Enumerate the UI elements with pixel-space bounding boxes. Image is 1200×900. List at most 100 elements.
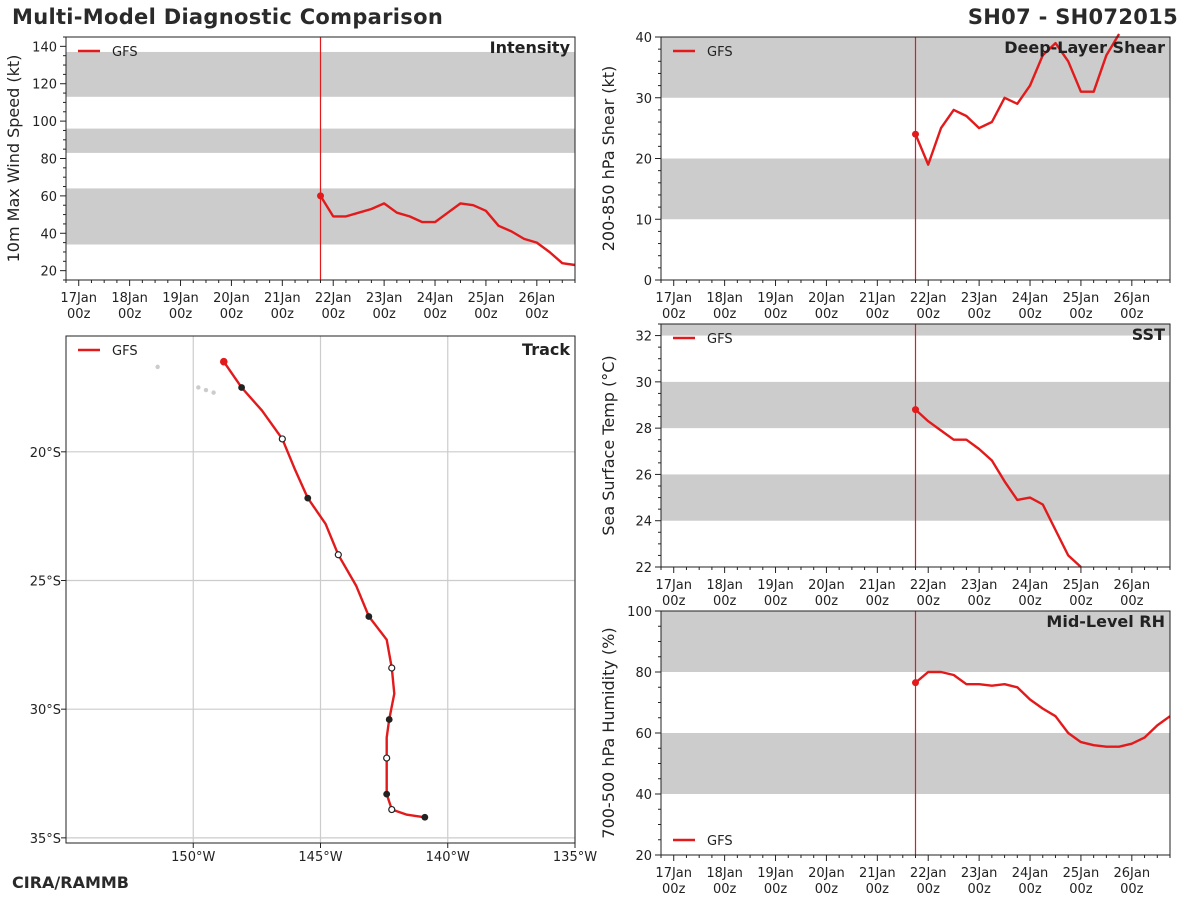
- sst-ytick-label: 22: [635, 561, 652, 576]
- rh-xtick-label: 00z: [662, 882, 686, 897]
- sst-xtick-label: 00z: [917, 594, 941, 609]
- rh-xtick-label: 26Jan: [1114, 866, 1151, 881]
- rh-title: Mid-Level RH: [1046, 612, 1165, 631]
- intensity-xtick-label: 20Jan: [213, 291, 250, 306]
- intensity-ytick-label: 80: [40, 153, 57, 168]
- rh-init-point: [912, 679, 919, 687]
- intensity-ytick-label: 20: [40, 265, 57, 280]
- shear-ytick-label: 30: [635, 92, 652, 107]
- sst-ytick-label: 32: [635, 330, 652, 345]
- track-point-filled: [421, 813, 429, 821]
- shear-xtick-label: 18Jan: [706, 291, 743, 306]
- shear-xtick-label: 00z: [662, 307, 686, 322]
- sst-xtick-label: 18Jan: [706, 578, 743, 593]
- track-point-filled: [304, 494, 312, 502]
- intensity-ytick-label: 140: [32, 40, 57, 55]
- intensity-ytick-label: 40: [40, 227, 57, 242]
- track-xtick-label: 150°W: [171, 850, 215, 865]
- rh-ytick-label: 40: [635, 788, 652, 803]
- intensity-xtick-label: 00z: [169, 307, 193, 322]
- track-island: [203, 387, 209, 393]
- rh-panel: 2040608010017Jan00z18Jan00z19Jan00z20Jan…: [599, 605, 1171, 897]
- intensity-ytick-label: 100: [32, 115, 57, 130]
- rh-xtick-label: 17Jan: [655, 866, 692, 881]
- intensity-xtick-label: 00z: [372, 307, 396, 322]
- sst-init-point: [912, 406, 919, 414]
- rh-xtick-label: 21Jan: [859, 866, 896, 881]
- rh-ytick-label: 80: [635, 666, 652, 681]
- shear-xtick-label: 17Jan: [655, 291, 692, 306]
- shear-xtick-label: 20Jan: [808, 291, 845, 306]
- intensity-xtick-label: 19Jan: [162, 291, 199, 306]
- track-point-open: [388, 664, 396, 672]
- sst-xtick-label: 21Jan: [859, 578, 896, 593]
- shear-xtick-label: 26Jan: [1114, 291, 1151, 306]
- shear-title: Deep-Layer Shear: [1004, 38, 1165, 57]
- rh-xtick-label: 00z: [1069, 882, 1093, 897]
- track-point-filled: [238, 384, 246, 391]
- track-point-open: [383, 754, 391, 762]
- intensity-xtick-label: 00z: [67, 307, 91, 322]
- shear-xtick-label: 00z: [917, 307, 941, 322]
- rh-legend-label: GFS: [707, 834, 733, 849]
- intensity-xtick-label: 00z: [423, 307, 447, 322]
- sst-xtick-label: 19Jan: [757, 578, 794, 593]
- sst-title: SST: [1132, 325, 1165, 344]
- track-panel: 150°W 145°W 140°W 135°W 20°S 25°S 30°S 35°S Trac…: [30, 335, 597, 865]
- sst-xtick-label: 00z: [713, 594, 737, 609]
- shear-ytick-label: 40: [635, 31, 652, 46]
- rh-xtick-label: 00z: [1018, 882, 1042, 897]
- rh-ytick-label: 100: [627, 605, 652, 620]
- intensity-ytick-label: 60: [40, 190, 57, 205]
- shear-xtick-label: 00z: [1069, 307, 1093, 322]
- rh-xtick-label: 00z: [764, 882, 788, 897]
- track-point-open: [278, 435, 286, 443]
- rh-xtick-label: 23Jan: [961, 866, 998, 881]
- shear-ytick-label: 0: [644, 274, 652, 289]
- track-island: [211, 390, 216, 395]
- credit-label: CIRA/RAMMB: [12, 873, 129, 892]
- sst-xtick-label: 20Jan: [808, 578, 845, 593]
- shear-xtick-label: 00z: [764, 307, 788, 322]
- track-ytick-label: 35°S: [30, 832, 61, 847]
- track-xtick-label: 140°W: [426, 850, 470, 865]
- intensity-xtick-label: 00z: [322, 307, 346, 322]
- track-series-gfs: [222, 361, 425, 819]
- track-point-open: [388, 805, 396, 814]
- track-ytick-label: 25°S: [30, 574, 61, 589]
- track-legend-label: GFS: [112, 344, 138, 359]
- rh-ylabel: 700-500 hPa Humidity (%): [599, 627, 618, 838]
- sst-xtick-label: 22Jan: [910, 578, 947, 593]
- track-init-point: [219, 357, 228, 366]
- shear-legend-label: GFS: [707, 45, 733, 60]
- shear-init-point: [912, 130, 919, 138]
- rh-xtick-label: 00z: [1120, 882, 1144, 897]
- shear-xtick-label: 23Jan: [961, 291, 998, 306]
- track-island: [196, 385, 201, 390]
- shear-ytick-label: 20: [635, 153, 652, 168]
- intensity-xtick-label: 00z: [474, 307, 498, 322]
- shear-panel: 01020304017Jan00z18Jan00z19Jan00z20Jan00…: [599, 31, 1171, 322]
- intensity-panel: 2040608010012014017Jan00z18Jan00z19Jan00…: [4, 36, 576, 322]
- sst-ytick-label: 28: [635, 422, 652, 437]
- sst-xtick-label: 26Jan: [1114, 578, 1151, 593]
- intensity-ylabel: 10m Max Wind Speed (kt): [4, 55, 23, 263]
- intensity-init-point: [317, 192, 324, 200]
- sst-ytick-label: 24: [635, 515, 652, 530]
- shear-xtick-label: 25Jan: [1063, 291, 1100, 306]
- shear-xtick-label: 22Jan: [910, 291, 947, 306]
- intensity-xtick-label: 00z: [271, 307, 295, 322]
- shear-xtick-label: 21Jan: [859, 291, 896, 306]
- track-ytick-label: 30°S: [30, 703, 61, 718]
- track-xtick-label: 145°W: [298, 850, 342, 865]
- sst-series-gfs: [914, 408, 1082, 568]
- shear-xtick-label: 00z: [967, 307, 991, 322]
- shear-xtick-label: 24Jan: [1012, 291, 1049, 306]
- intensity-xtick-label: 26Jan: [519, 291, 556, 306]
- rh-xtick-label: 00z: [917, 882, 941, 897]
- intensity-series-gfs: [319, 195, 576, 267]
- track-point-filled: [385, 716, 393, 723]
- intensity-xtick-label: 21Jan: [264, 291, 301, 306]
- rh-series-gfs: [914, 670, 1171, 748]
